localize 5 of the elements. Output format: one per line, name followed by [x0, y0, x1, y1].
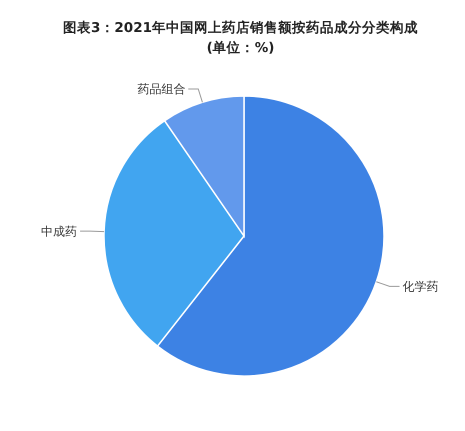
slice-label: 化学药	[402, 280, 439, 294]
chart-subtitle: (单位：%)	[206, 40, 274, 56]
slice-label: 药品组合	[137, 82, 186, 96]
slice-label: 中成药	[41, 224, 78, 238]
chart-title: 图表3：2021年中国网上药店销售额按药品成分分类构成	[63, 19, 418, 36]
